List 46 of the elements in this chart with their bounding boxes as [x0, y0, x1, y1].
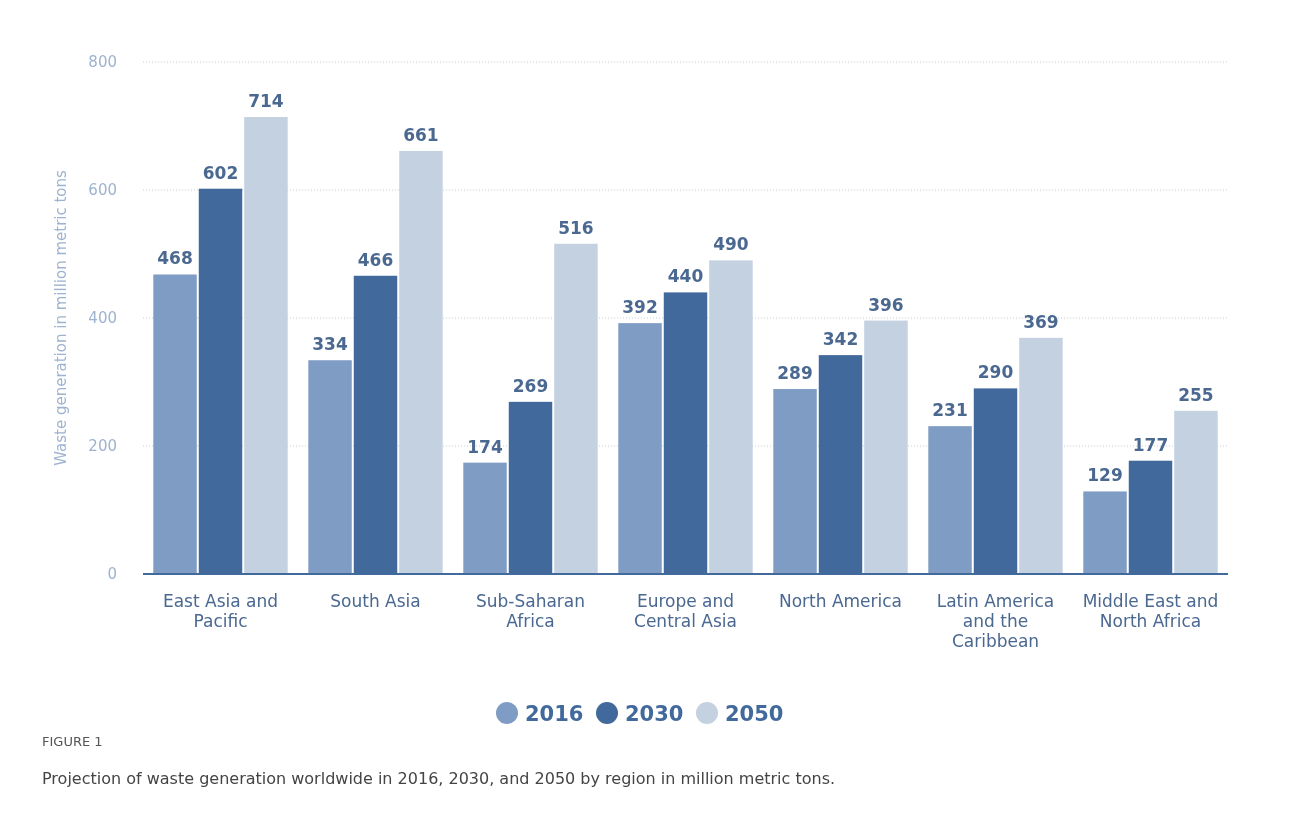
bar: [153, 274, 197, 574]
y-tick-label: 800: [88, 53, 117, 71]
bar: [463, 462, 507, 574]
data-label: 174: [467, 436, 503, 457]
y-tick-label: 600: [88, 181, 117, 199]
data-label: 269: [512, 375, 549, 396]
data-label: 255: [1178, 384, 1214, 405]
data-label: 342: [822, 329, 859, 350]
data-label: 129: [1087, 465, 1123, 486]
bar: [618, 323, 662, 574]
caption: FIGURE 1: [42, 734, 103, 749]
y-tick-label: 0: [107, 565, 117, 583]
data-label: 289: [777, 363, 813, 384]
data-label: 177: [1132, 434, 1169, 455]
legend-label: 2016: [525, 702, 584, 726]
data-label: 661: [403, 124, 439, 145]
data-label: 231: [932, 400, 968, 421]
x-tick-label: Middle East and North Africa: [1082, 591, 1219, 631]
data-label: 440: [667, 266, 704, 287]
x-tick-label: Europe and Central Asia: [634, 591, 737, 631]
bar: [308, 360, 352, 574]
bar: [1083, 491, 1127, 574]
y-tick-label: 400: [88, 309, 117, 327]
bar: [928, 426, 972, 574]
text: Projection of waste generation worldwide in 2016, 2030, and 2050 by region in million metric tons.: [42, 769, 836, 788]
x-tick-label: South Asia: [330, 591, 421, 611]
x-tick-label: East Asia and Pacific: [162, 591, 279, 631]
data-label: 334: [312, 334, 348, 355]
data-label: 490: [713, 234, 749, 255]
bar: [773, 389, 817, 574]
data-label: 392: [622, 297, 658, 318]
y-tick-label: 200: [88, 437, 117, 455]
y-axis-title: Waste generation in million metric tons: [52, 169, 70, 466]
data-label: 602: [202, 162, 239, 183]
x-tick-label: Sub-Saharan Africa: [475, 591, 586, 631]
x-tick-label: Latin America and the Caribbean: [936, 591, 1055, 651]
x-tick-label: North America: [778, 591, 903, 611]
data-label: 396: [868, 294, 904, 315]
data-label: 290: [977, 362, 1014, 383]
data-label: 466: [357, 249, 394, 270]
legend-label: 2030: [625, 702, 684, 726]
data-label: 468: [157, 248, 193, 269]
data-label: 516: [558, 217, 594, 238]
data-label: 714: [248, 91, 284, 112]
legend-label: 2050: [725, 702, 784, 726]
data-label: 369: [1023, 311, 1059, 332]
